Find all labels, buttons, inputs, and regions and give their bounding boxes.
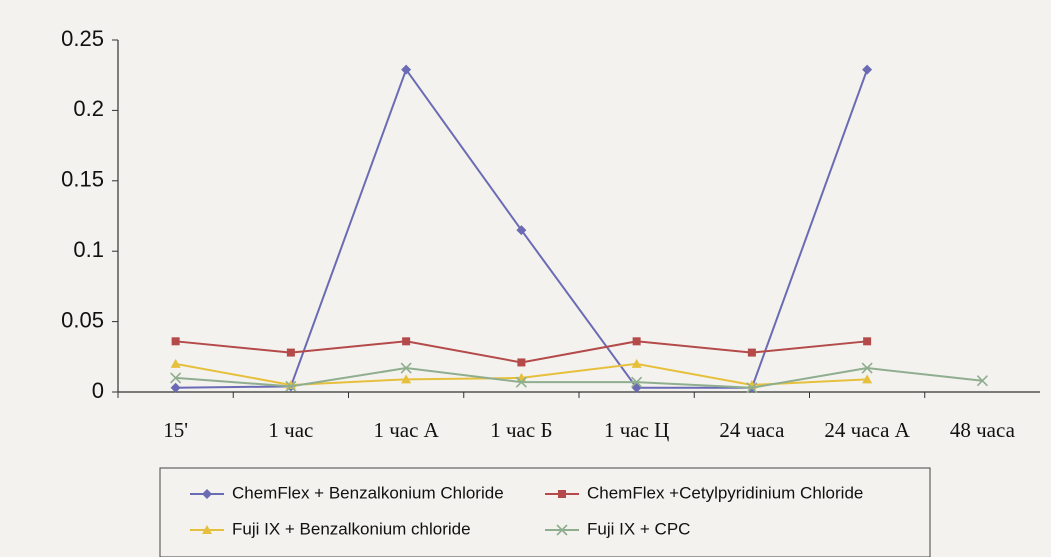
x-tick-label: 1 час Б [490,418,552,442]
marker [286,348,295,357]
x-tick-label: 24 часа [719,418,785,442]
legend-label: ChemFlex + Benzalkonium Chloride [232,483,504,502]
legend-box [159,467,931,557]
marker [517,358,526,367]
legend-label: Fuji IX + CPC [587,519,690,538]
marker [746,382,758,394]
marker [862,64,873,75]
y-tick-label: 0.2 [73,96,104,121]
marker [401,374,412,384]
marker [400,362,412,374]
marker [516,225,527,236]
legend-label: Fuji IX + Benzalkonium chloride [232,519,471,538]
legend-marker [556,524,568,536]
y-tick-label: 0.15 [61,167,104,192]
marker [402,337,411,346]
legend-marker [558,490,566,498]
marker [976,375,988,387]
marker [862,374,873,384]
marker [632,337,641,346]
marker [401,64,412,75]
y-tick-label: 0 [92,378,104,403]
series-line [175,367,983,389]
marker [631,376,643,388]
marker [170,382,181,393]
marker [861,362,873,374]
legend-label: ChemFlex +Cetylpyridinium Chloride [587,483,863,502]
marker [170,372,182,384]
marker [285,380,297,392]
marker [515,376,527,388]
y-tick-label: 0.25 [61,26,104,51]
marker [747,348,756,357]
x-tick-label: 1 час А [373,418,439,442]
x-tick-label: 1 час [268,418,313,442]
legend-marker [202,489,212,499]
y-tick-label: 0.05 [61,307,104,332]
x-tick-label: 48 часа [950,418,1016,442]
x-tick-label: 24 часа А [824,418,910,442]
marker [171,337,180,346]
x-tick-label: 15' [163,418,188,442]
marker [170,358,181,368]
y-tick-label: 0.1 [73,237,104,262]
marker [863,337,872,346]
marker [631,358,642,368]
x-tick-label: 1 час Ц [604,418,669,442]
legend-marker [202,525,212,534]
